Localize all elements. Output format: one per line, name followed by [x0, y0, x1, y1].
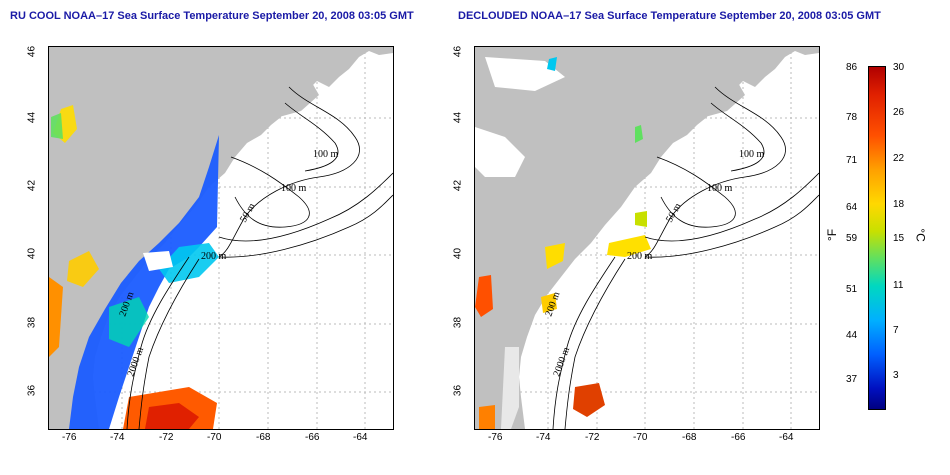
x-tick-left-3: -70	[207, 432, 222, 443]
x-tick-right-1: -74	[536, 432, 551, 443]
y-tick-right-2: 42	[452, 179, 464, 192]
x-tick-left-1: -74	[110, 432, 125, 443]
x-tick-left-0: -76	[62, 432, 77, 443]
y-tick-left-2: 42	[26, 179, 38, 192]
x-tick-left-6: -64	[353, 432, 368, 443]
y-tick-left-4: 38	[26, 316, 38, 329]
contour-label-right-1: 100 m	[707, 183, 733, 194]
y-tick-right-4: 38	[452, 316, 464, 329]
contours-right	[552, 86, 819, 429]
cb-f-4: 59	[846, 233, 858, 244]
x-tick-right-3: -70	[633, 432, 648, 443]
cb-f-0: 86	[846, 62, 858, 73]
land-left	[49, 47, 393, 429]
cb-f-1: 78	[846, 112, 858, 123]
contour-label-right-0: 100 m	[739, 149, 765, 160]
map-panel-left: 100 m 100 m 50 m 200 m 200 m 2000 m	[48, 46, 394, 430]
title-right: DECLOUDED NOAA–17 Sea Surface Temperatur…	[458, 10, 881, 22]
cb-f-3: 64	[846, 202, 858, 213]
y-tick-left-3: 40	[26, 247, 38, 260]
cb-f-7: 37	[846, 374, 858, 385]
cb-c-0: 30	[893, 62, 905, 73]
cb-c-6: 7	[893, 325, 899, 336]
cb-f-6: 44	[846, 330, 858, 341]
land-right	[475, 47, 819, 429]
sst-swath-left	[69, 135, 219, 429]
map-right-svg: 100 m 100 m 50 m 200 m 200 m 2000 m	[475, 47, 819, 429]
cb-unit-f: °F	[825, 228, 840, 242]
map-panel-right: 100 m 100 m 50 m 200 m 200 m 2000 m	[474, 46, 820, 430]
cb-c-3: 18	[893, 199, 905, 210]
y-tick-right-0: 46	[452, 45, 464, 58]
y-tick-right-3: 40	[452, 247, 464, 260]
y-tick-right-1: 44	[452, 111, 464, 124]
colorbar	[868, 66, 886, 410]
x-tick-right-2: -72	[585, 432, 600, 443]
x-tick-right-4: -68	[682, 432, 697, 443]
y-tick-left-1: 44	[26, 111, 38, 124]
x-tick-left-4: -68	[256, 432, 271, 443]
contour-label-left-1: 100 m	[281, 183, 307, 194]
contour-label-left-0: 100 m	[313, 149, 339, 160]
cb-f-2: 71	[846, 155, 858, 166]
cb-c-2: 22	[893, 153, 905, 164]
cb-unit-c: °C	[913, 228, 928, 242]
x-tick-left-2: -72	[159, 432, 174, 443]
contour-label-right-3: 200 m	[627, 251, 653, 262]
y-tick-right-5: 36	[452, 384, 464, 397]
map-left-svg: 100 m 100 m 50 m 200 m 200 m 2000 m	[49, 47, 393, 429]
y-tick-left-0: 46	[26, 45, 38, 58]
title-left: RU COOL NOAA–17 Sea Surface Temperature …	[10, 10, 414, 22]
x-tick-right-5: -66	[731, 432, 746, 443]
cb-c-1: 26	[893, 107, 905, 118]
x-tick-right-6: -64	[779, 432, 794, 443]
y-tick-left-5: 36	[26, 384, 38, 397]
contour-label-right-5: 2000 m	[551, 346, 572, 378]
x-tick-left-5: -66	[305, 432, 320, 443]
cb-c-5: 11	[893, 280, 904, 291]
x-tick-right-0: -76	[488, 432, 503, 443]
contours-left	[126, 86, 393, 429]
cb-f-5: 51	[846, 284, 858, 295]
cb-c-4: 15	[893, 233, 905, 244]
cb-c-7: 3	[893, 370, 899, 381]
contour-label-left-3: 200 m	[201, 251, 227, 262]
